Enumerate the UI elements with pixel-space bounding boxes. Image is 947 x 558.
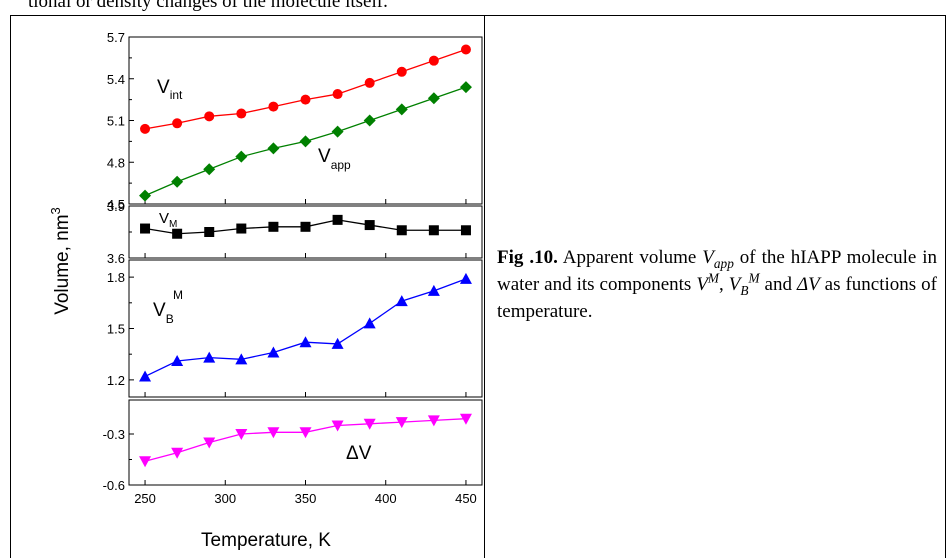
figure-caption-divider [484, 15, 485, 558]
series-label-v-int: Vint [157, 77, 183, 102]
x-tick-label: 250 [134, 491, 156, 506]
x-tick-label: 450 [455, 491, 477, 506]
data-point-top [332, 89, 343, 100]
y-tick-label-top: 5.7 [107, 30, 125, 45]
y-axis-label-main: Volume, nm [52, 214, 73, 314]
y-tick-label-top: 4.5 [107, 197, 125, 212]
y-axis-label-sup: 3 [48, 207, 63, 214]
data-point-vb [395, 295, 408, 307]
series-label-v-app: Vapp [318, 146, 351, 172]
data-point-top [204, 111, 215, 122]
data-point-top [396, 66, 407, 77]
data-point-vm [396, 225, 407, 236]
y-tick-label-vm: 3.9 [107, 199, 125, 214]
data-point-top [459, 81, 472, 94]
data-point-vm [332, 214, 343, 225]
data-point-vb [299, 336, 312, 348]
y-tick-label-vb: 1.5 [107, 322, 125, 337]
data-point-dv [331, 420, 344, 432]
y-tick-label-dv: -0.3 [103, 427, 125, 442]
data-point-top [203, 163, 216, 176]
data-point-top [363, 114, 376, 127]
data-point-vm [300, 221, 311, 232]
data-point-vb [267, 346, 280, 358]
data-point-top [395, 103, 408, 116]
data-point-vb [235, 353, 248, 365]
data-point-top [139, 189, 152, 202]
y-tick-label-top: 4.8 [107, 155, 125, 170]
data-point-vm [268, 221, 279, 232]
data-point-dv [171, 447, 184, 459]
data-point-vm [172, 228, 183, 239]
x-tick-label: 350 [295, 491, 317, 506]
x-tick-label: 300 [214, 491, 236, 506]
series-label-v-b-m: VBM [153, 288, 183, 326]
data-point-top [460, 44, 471, 55]
y-tick-label-vb: 1.2 [107, 373, 125, 388]
data-point-dv [299, 427, 312, 439]
data-point-top [299, 135, 312, 148]
data-point-vb [363, 317, 376, 329]
data-point-top [300, 94, 311, 105]
series-line-vb [144, 278, 467, 378]
data-point-top [427, 92, 440, 105]
series-label-v-m: VM [159, 210, 177, 230]
data-point-top [140, 123, 151, 134]
x-tick-label: 400 [375, 491, 397, 506]
data-point-dv [267, 427, 280, 439]
series-line-dv [144, 418, 466, 462]
data-point-dv [427, 415, 440, 427]
y-tick-label-vm: 3.6 [107, 251, 125, 266]
data-point-vm [204, 227, 215, 237]
data-point-vb [171, 355, 184, 367]
series-line-top [144, 48, 467, 130]
data-point-vm [428, 225, 439, 236]
preceding-paragraph-text: tional or density changes of the molecul… [28, 0, 388, 12]
data-point-vm [236, 223, 247, 234]
data-point-vm [460, 225, 471, 236]
y-tick-label-vb: 1.8 [107, 270, 125, 285]
data-point-top [428, 55, 439, 66]
data-point-top [236, 108, 247, 119]
data-point-vb [203, 351, 216, 363]
data-point-top [235, 150, 248, 163]
data-point-dv [459, 413, 472, 425]
data-point-top [267, 142, 280, 155]
data-point-dv [203, 437, 216, 449]
data-point-top [268, 101, 279, 112]
data-point-top [172, 118, 183, 129]
y-tick-label-dv: -0.6 [103, 478, 125, 493]
caption-label: Fig .10. [497, 247, 558, 268]
data-point-dv [395, 417, 408, 429]
data-point-vb [427, 284, 440, 296]
panel-frame-vb [128, 259, 483, 398]
y-tick-label-top: 5.1 [107, 114, 125, 129]
data-point-vb [139, 370, 152, 382]
data-point-dv [235, 429, 248, 440]
data-point-dv [363, 418, 376, 430]
data-point-vb [459, 272, 472, 284]
y-tick-label-top: 5.4 [107, 72, 125, 87]
figure-caption: Fig .10. Apparent volume Vapp of the hIA… [497, 247, 937, 322]
x-axis-label: Temperature, K [201, 530, 331, 551]
data-point-vm [364, 220, 375, 231]
data-point-dv [139, 456, 152, 468]
data-point-top [331, 125, 344, 138]
y-axis-label: Volume, nm3 [48, 207, 73, 315]
volume-temperature-chart: 4.5 4.8 5.1 5.4 5.7 3.6 3.9 1.2 1.5 1.8 -0.3 -0.6 25… [48, 30, 483, 551]
data-point-top [171, 175, 184, 188]
panel-frame-dv [128, 399, 483, 486]
series-label-delta-v: ΔV [346, 443, 372, 464]
figure-table-frame [10, 15, 946, 558]
data-point-vm [140, 223, 151, 234]
data-point-top [364, 77, 375, 88]
data-point-vb [331, 337, 344, 349]
